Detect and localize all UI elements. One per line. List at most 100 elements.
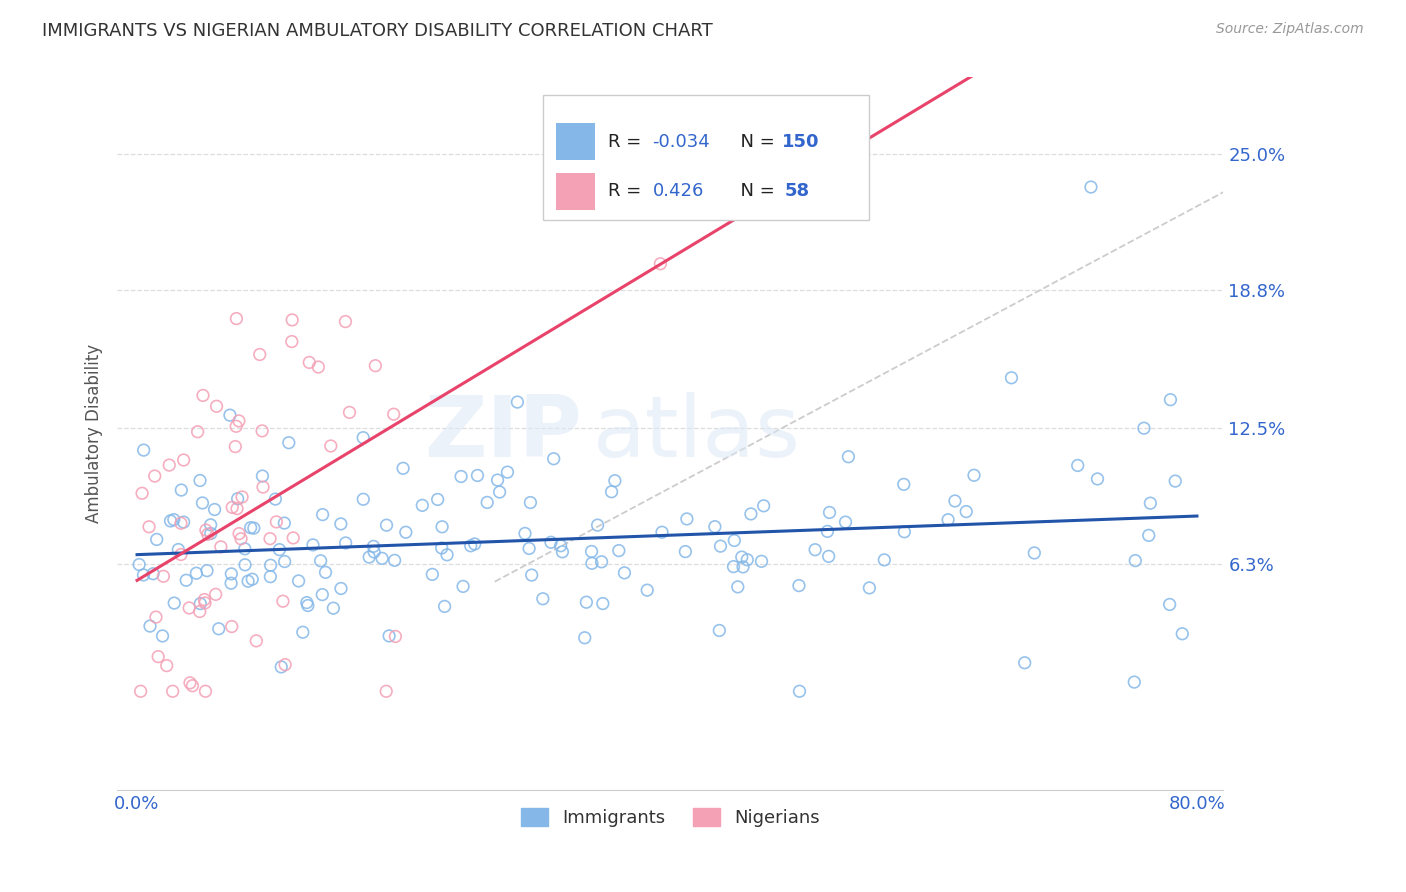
Point xyxy=(1133,421,1156,435)
Point xyxy=(873,553,896,567)
Point xyxy=(245,633,267,648)
Point xyxy=(291,625,314,640)
Point xyxy=(426,492,449,507)
Point xyxy=(574,631,596,645)
Point xyxy=(167,542,190,557)
Legend: Immigrants, Nigerians: Immigrants, Nigerians xyxy=(513,800,827,834)
Point xyxy=(283,531,305,545)
Point xyxy=(1137,528,1160,542)
Point xyxy=(143,469,166,483)
Point xyxy=(1024,546,1046,560)
Point xyxy=(139,619,162,633)
Point xyxy=(384,553,406,567)
Point xyxy=(436,548,458,562)
Point xyxy=(858,581,880,595)
Point xyxy=(575,595,598,609)
Point xyxy=(650,257,672,271)
Point xyxy=(170,483,193,497)
Point xyxy=(1123,675,1146,690)
Text: R =: R = xyxy=(609,183,654,201)
Point xyxy=(131,486,153,500)
Text: 58: 58 xyxy=(785,183,810,201)
Point xyxy=(382,407,405,421)
Point xyxy=(731,560,754,574)
Point xyxy=(128,558,150,572)
Point xyxy=(132,568,155,582)
Point xyxy=(204,502,226,516)
Point xyxy=(1159,392,1181,407)
Point xyxy=(450,469,472,483)
Point xyxy=(451,579,474,593)
Point xyxy=(363,545,385,559)
Text: N =: N = xyxy=(728,133,780,151)
Point xyxy=(249,347,271,361)
Point xyxy=(311,588,333,602)
Point xyxy=(309,554,332,568)
Point xyxy=(142,566,165,581)
Point xyxy=(197,527,219,541)
Point xyxy=(228,414,250,428)
Point xyxy=(129,684,152,698)
Point xyxy=(163,596,186,610)
Point xyxy=(231,490,253,504)
Point xyxy=(636,583,658,598)
Point xyxy=(145,610,167,624)
Point xyxy=(281,334,304,349)
Point xyxy=(132,443,155,458)
Point xyxy=(233,558,256,572)
Point xyxy=(364,359,387,373)
FancyBboxPatch shape xyxy=(557,173,595,210)
Point xyxy=(709,539,731,553)
Point xyxy=(243,521,266,535)
Point xyxy=(145,533,167,547)
Point xyxy=(586,518,609,533)
Point xyxy=(269,542,291,557)
Point xyxy=(157,458,180,472)
Point xyxy=(221,619,243,633)
Point xyxy=(274,657,297,672)
Point xyxy=(581,544,603,558)
Point xyxy=(395,525,418,540)
Point xyxy=(352,431,374,445)
Point xyxy=(239,521,262,535)
Point xyxy=(581,556,603,570)
Point xyxy=(170,548,193,562)
Point xyxy=(322,601,344,615)
Point xyxy=(195,564,218,578)
Point xyxy=(193,592,215,607)
Point xyxy=(194,596,217,610)
Point xyxy=(219,576,242,591)
Point xyxy=(273,516,295,530)
Point xyxy=(200,526,222,541)
Point xyxy=(188,474,211,488)
Point xyxy=(464,537,486,551)
Text: Source: ZipAtlas.com: Source: ZipAtlas.com xyxy=(1216,22,1364,37)
Point xyxy=(817,549,839,564)
Point xyxy=(208,622,231,636)
Point xyxy=(731,550,754,565)
Point xyxy=(259,558,281,573)
Point xyxy=(467,468,489,483)
Point xyxy=(205,399,228,413)
Point xyxy=(543,451,565,466)
Point xyxy=(179,676,201,690)
Text: atlas: atlas xyxy=(593,392,801,475)
Point xyxy=(335,315,357,329)
Point xyxy=(329,516,352,531)
Point xyxy=(277,435,299,450)
Point xyxy=(204,587,226,601)
Point xyxy=(936,513,959,527)
Point xyxy=(330,582,353,596)
Point xyxy=(613,566,636,580)
Point xyxy=(162,684,184,698)
Point xyxy=(1164,474,1187,488)
Point xyxy=(224,440,246,454)
Text: 150: 150 xyxy=(782,133,820,151)
Point xyxy=(297,599,319,613)
Point xyxy=(723,559,745,574)
Point xyxy=(488,485,510,500)
Point xyxy=(250,424,273,438)
Point xyxy=(186,566,208,581)
Point xyxy=(191,496,214,510)
Point xyxy=(188,597,211,611)
